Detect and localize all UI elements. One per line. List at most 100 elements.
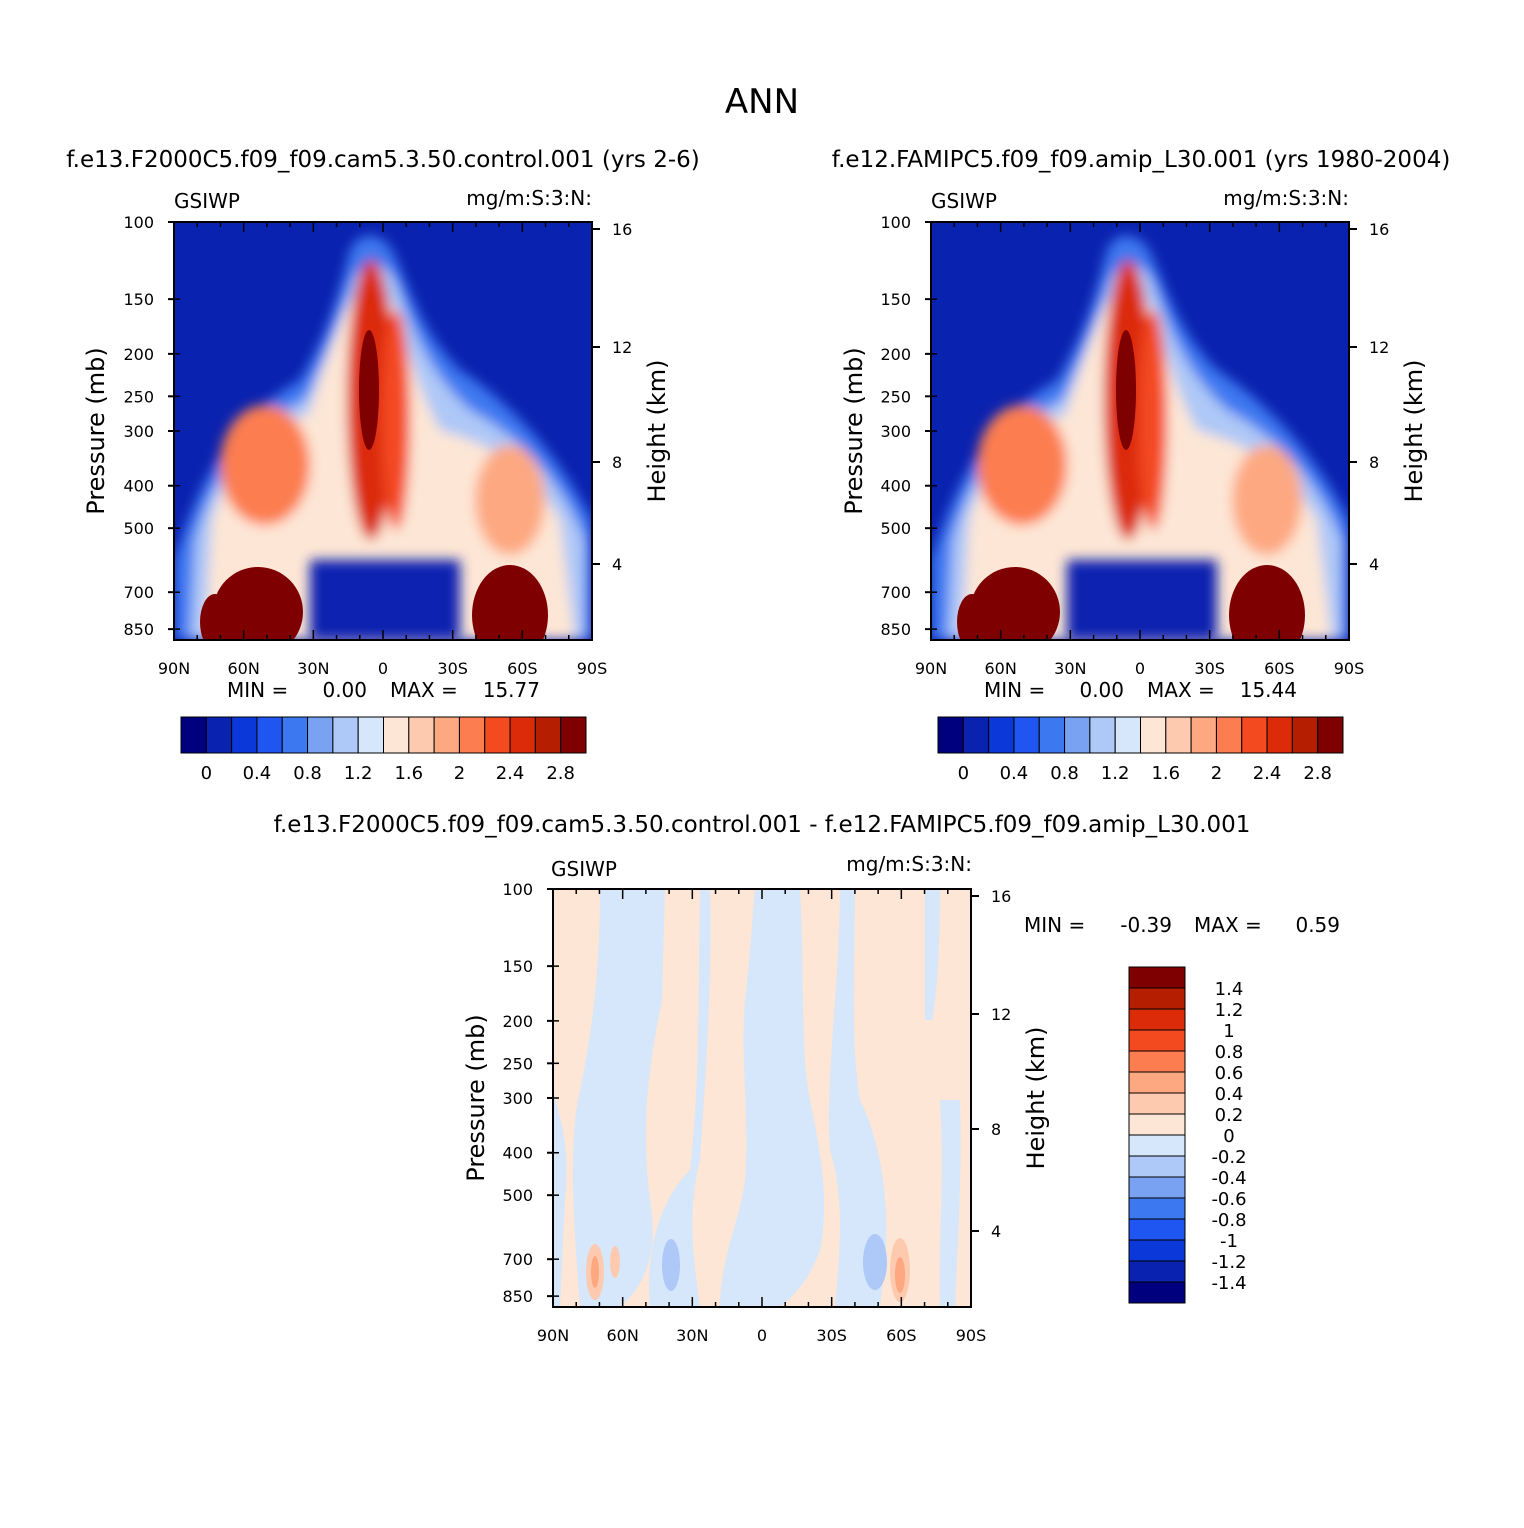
latitude-axis: 90N 60N 30N 0 30S 60S 90S [915,222,1364,678]
colorbar-swatch [1128,1092,1186,1115]
colorbar-swatch [231,716,258,754]
pressure-axis: 100 150 200 250 300 400 500 700 850 [880,213,937,639]
x-tick-label: 60N [228,659,260,678]
colorbar-swatch [1128,1197,1186,1220]
max-value: 15.77 [483,678,540,702]
colorbar-swatch [1128,1239,1186,1262]
sh-midlat-max [475,445,545,555]
units-label: mg/m:S:3:N: [1223,186,1349,210]
y-axis-label: Pressure (mb) [840,347,868,514]
colorbar-label: 0.8 [293,763,322,784]
x-tick-label: 0 [1135,659,1145,678]
colorbar-swatch [1128,1134,1186,1157]
colorbar-swatch [1013,716,1040,754]
colorbar-swatch [408,716,435,754]
y-tick-label: 150 [502,957,533,976]
y2-tick-label: 12 [612,338,632,357]
negative-band-4 [828,889,887,1307]
x-tick-label: 60S [1264,659,1295,678]
min-value: 0.00 [322,678,367,702]
y2-axis-label: Height (km) [643,360,671,503]
colorbar-swatch [1128,1155,1186,1178]
min-label: MIN = [984,678,1045,702]
colorbar-swatch [1114,716,1141,754]
x-tick-label: 60S [507,659,538,678]
max-value: 0.59 [1295,913,1340,937]
colorbar-label: -0.2 [1211,1147,1246,1168]
y-tick-label: 150 [123,290,154,309]
y-tick-label: 100 [123,213,154,232]
x-tick-label: 90N [158,659,190,678]
colorbar-label: 0.4 [243,763,272,784]
y-tick-label: 500 [880,519,911,538]
x-tick-label: 90S [956,1326,987,1345]
y-tick-label: 200 [123,345,154,364]
x-tick-label: 60N [607,1326,639,1345]
positive-cell-1-core [591,1256,599,1288]
colorbar-swatch [1215,716,1243,754]
y-tick-label: 250 [880,387,911,406]
y2-tick-label: 8 [612,453,622,472]
colorbar-label: 0.2 [1215,1105,1244,1126]
colorbar-swatch [560,716,587,754]
nh-midlat-max [220,405,310,525]
colorbar-swatch [1038,716,1066,754]
y-tick-label: 400 [502,1144,533,1163]
colorbar-swatch [281,716,309,754]
lower-tropics-low [1067,560,1217,640]
colorbar-swatch [1266,716,1293,754]
colorbar-label: 0 [201,763,212,784]
y-axis-label: Pressure (mb) [462,1014,490,1181]
colorbar-label: 0.8 [1050,763,1079,784]
negative-band-5 [925,889,940,1020]
height-axis: 16 12 8 4 [592,220,632,574]
y2-tick-label: 8 [991,1120,1001,1139]
colorbar-label: -1.4 [1211,1273,1246,1294]
y-tick-label: 500 [123,519,154,538]
colorbar-label: 1.2 [1101,763,1130,784]
panel-title: f.e13.F2000C5.f09_f09.cam5.3.50.control.… [66,147,700,173]
x-tick-label: 60N [985,659,1017,678]
colorbar-label: 1.2 [344,763,373,784]
colorbar-label: -0.8 [1211,1210,1246,1231]
tropical-core [1116,330,1136,450]
y-tick-label: 200 [502,1012,533,1031]
y-tick-label: 850 [502,1287,533,1306]
contour-field [174,222,592,640]
panel-title: f.e13.F2000C5.f09_f09.cam5.3.50.control.… [274,812,1251,838]
x-tick-label: 30S [1194,659,1225,678]
y2-tick-label: 12 [1369,338,1389,357]
colorbar-swatch [1128,1029,1186,1052]
colorbar-label: 0 [1223,1126,1234,1147]
contour-field [931,222,1349,640]
nh-midlat-max [977,405,1067,525]
max-label: MAX = [1147,678,1215,702]
x-tick-label: 90S [1334,659,1365,678]
sh-surface-max [1229,565,1305,640]
tropical-max-2 [382,310,410,530]
y-tick-label: 850 [123,620,154,639]
nh-surface-max [970,567,1060,640]
x-tick-label: 30N [297,659,329,678]
y-tick-label: 400 [880,477,911,496]
y-tick-label: 100 [502,880,533,899]
tropical-core [359,330,379,450]
y-tick-label: 400 [123,477,154,496]
tropical-max-2 [1139,310,1167,530]
x-tick-label: 30N [676,1326,708,1345]
negative-band-2 [649,889,711,1307]
y2-tick-label: 4 [612,555,622,574]
colorbar: 1.41.210.80.60.40.20-0.2-0.4-0.6-0.8-1-1… [1128,966,1247,1304]
colorbar-swatch [1241,716,1268,754]
colorbar-label: 0.4 [1215,1084,1244,1105]
colorbar-swatch [1128,1071,1186,1094]
variable-label: GSIWP [174,189,240,213]
colorbar-swatch [534,716,562,754]
colorbar-swatch [357,716,384,754]
min-label: MIN = [1024,913,1085,937]
x-tick-label: 0 [378,659,388,678]
variable-label: GSIWP [551,857,617,881]
colorbar-swatch [1128,1050,1186,1073]
colorbar-label: 0.6 [1215,1063,1244,1084]
